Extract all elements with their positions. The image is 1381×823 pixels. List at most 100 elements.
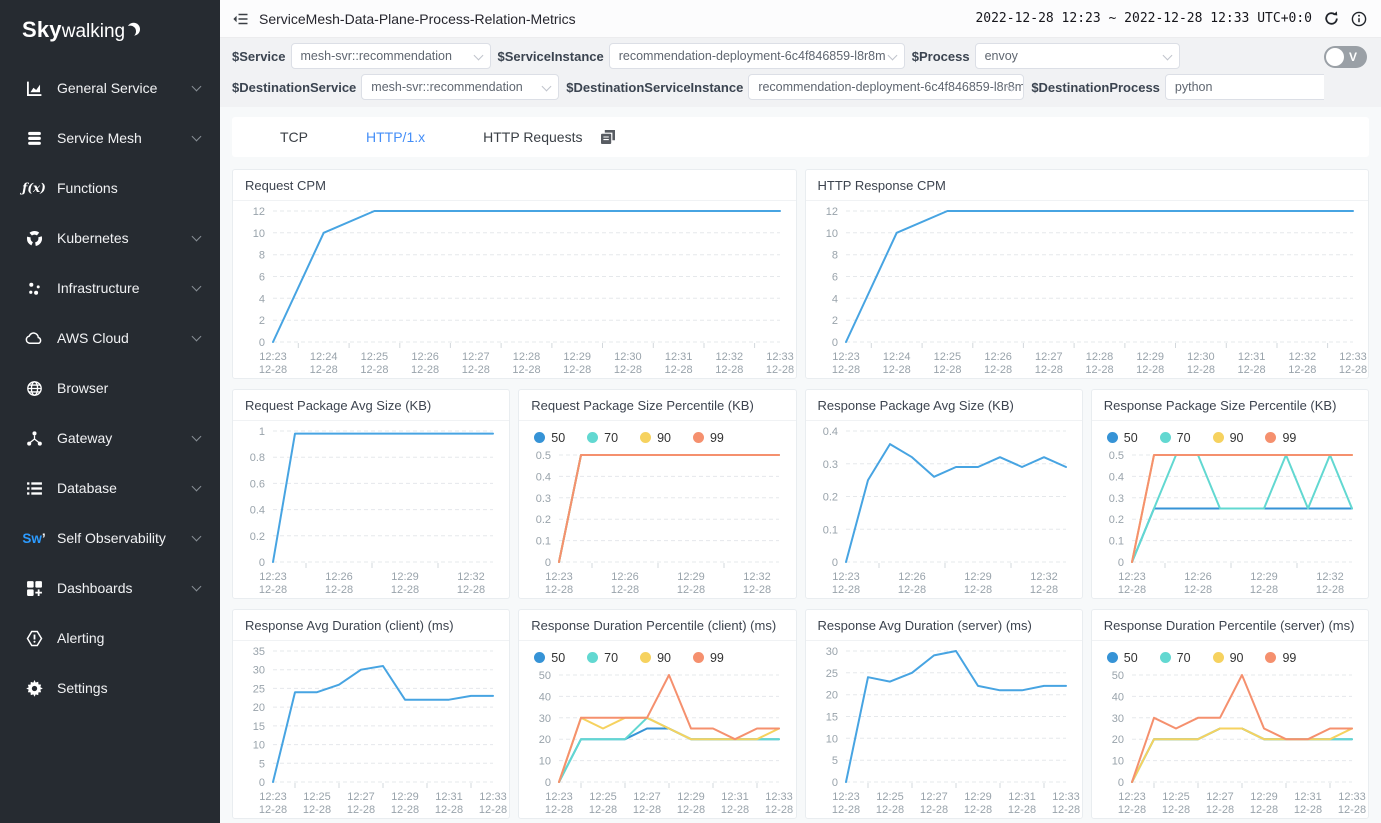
- legend-item-70[interactable]: 70: [1159, 431, 1191, 445]
- chart-plot-request-package-avg-size-kb[interactable]: 0 0.2 0.4 0.6 0.8 1 12:23 12-28 12:26 12-28 12:29 1…: [233, 421, 509, 598]
- tab-tcp[interactable]: TCP: [280, 129, 308, 145]
- chart-title: Response Avg Duration (client) (ms): [233, 610, 510, 641]
- chart-card-response-avg-duration-server-ms: Response Avg Duration (server) (ms) 0 5 10 1…: [804, 609, 1083, 819]
- svg-text:0: 0: [259, 557, 265, 569]
- chart-plot-response-avg-duration-server-ms[interactable]: 0 5 10 15 20 25 30 12:23 12-28 12:25 12-28 12:27 12-…: [806, 641, 1082, 818]
- svg-text:12-28: 12-28: [721, 804, 749, 816]
- chart-plot-response-duration-percentile-client-ms[interactable]: 0 10 20 30 40 50 12:23 12-28 12:25 12-28 12:27 12-2…: [519, 665, 795, 818]
- dots-icon: [24, 278, 44, 298]
- chevron-down-icon: [191, 281, 202, 291]
- sidebar-item-dashboards[interactable]: Dashboards: [0, 563, 220, 613]
- filter-service: $Service mesh-svr::recommendation: [232, 43, 491, 69]
- svg-text:0.1: 0.1: [1108, 536, 1123, 548]
- sidebar-item-alerting[interactable]: Alerting: [0, 613, 220, 663]
- time-range-picker[interactable]: 2022-12-28 12:23 ~ 2022-12-28 12:33 UTC+…: [975, 11, 1312, 26]
- legend-item-70[interactable]: 70: [1159, 651, 1191, 665]
- legend-dot: [692, 652, 704, 663]
- chart-title: Response Package Avg Size (KB): [805, 390, 1082, 421]
- sidebar-item-label: Infrastructure: [57, 280, 140, 296]
- svg-text:12-28: 12-28: [897, 584, 925, 596]
- sidebar-item-database[interactable]: Database: [0, 463, 220, 513]
- refresh-icon[interactable]: [1323, 10, 1340, 27]
- chart-card-http-response-cpm: HTTP Response CPM 0 2 4 6 8 10 12 12:23 12-28 12:2…: [804, 169, 1369, 379]
- svg-text:12:31: 12:31: [1008, 791, 1036, 803]
- chart-plot-request-cpm[interactable]: 0 2 4 6 8 10 12 12:23 12-28 12:24 12-28 12:25 12-28 1…: [233, 201, 796, 378]
- legend-item-90[interactable]: 90: [1212, 431, 1243, 445]
- sidebar-item-settings[interactable]: Settings: [0, 663, 220, 713]
- sidebar-item-browser[interactable]: Browser: [0, 363, 220, 413]
- legend-item-90[interactable]: 90: [640, 431, 671, 445]
- svg-text:12-28: 12-28: [919, 804, 947, 816]
- legend-item-99[interactable]: 99: [692, 431, 724, 445]
- collapse-sidebar-icon[interactable]: [232, 11, 248, 27]
- svg-text:12:29: 12:29: [391, 571, 419, 583]
- filter-destination-process-label: $DestinationProcess: [1031, 79, 1160, 95]
- sidebar-item-label: Self Observability: [57, 530, 166, 546]
- svg-text:12-28: 12-28: [259, 584, 287, 596]
- chart-plot-response-package-size-percentile-kb[interactable]: 0 0.1 0.2 0.3 0.4 0.5 12:23 12-28 12:26 12-28 12:2…: [1092, 445, 1368, 598]
- svg-text:12:29: 12:29: [1250, 791, 1278, 803]
- filter-service-select[interactable]: mesh-svr::recommendation: [290, 43, 491, 69]
- filter-process-label: $Process: [911, 48, 970, 64]
- legend-item-99[interactable]: 99: [1265, 431, 1296, 445]
- legend-item-50[interactable]: 50: [534, 651, 565, 665]
- svg-text:12:32: 12:32: [457, 571, 485, 583]
- svg-text:12-28: 12-28: [259, 804, 287, 816]
- filter-service-instance: $ServiceInstance recommendation-deploymen…: [498, 43, 905, 69]
- svg-text:25: 25: [253, 683, 265, 695]
- legend-item-90[interactable]: 90: [1212, 651, 1243, 665]
- svg-text:0: 0: [545, 557, 551, 569]
- svg-text:20: 20: [825, 690, 837, 702]
- chart-plot-response-package-avg-size-kb[interactable]: 0 0.1 0.2 0.3 0.4 12:23 12-28 12:26 12-28 12:29 12…: [806, 421, 1082, 598]
- legend-item-50[interactable]: 50: [1106, 431, 1138, 445]
- sidebar-item-general-service[interactable]: General Service: [0, 63, 220, 113]
- chart-plot-http-response-cpm[interactable]: 0 2 4 6 8 10 12 12:23 12-28 12:24 12-28 12:25 12-28 1…: [806, 201, 1369, 378]
- filter-destination-service-instance-select[interactable]: recommendation-deployment-6c4f846859-l8r…: [748, 74, 1025, 100]
- charts-grid: Request CPM 0 2 4 6 8 10 12 12:23 12-28 12:24 12-28…: [232, 169, 1369, 819]
- legend-item-99[interactable]: 99: [692, 651, 724, 665]
- info-icon[interactable]: [1351, 11, 1367, 27]
- copy-icon[interactable]: [600, 129, 616, 145]
- chevron-down-icon: [191, 331, 202, 341]
- svg-text:12:32: 12:32: [1030, 571, 1058, 583]
- sidebar-item-gateway[interactable]: Gateway: [0, 413, 220, 463]
- chart-card-response-avg-duration-client-ms: Response Avg Duration (client) (ms) 0 5 10 1…: [232, 609, 511, 819]
- sidebar-item-functions[interactable]: ƒ(x) Functions: [0, 163, 220, 213]
- filter-destination-service-select[interactable]: mesh-svr::recommendation: [361, 74, 560, 100]
- view-mode-toggle[interactable]: V: [1324, 46, 1367, 68]
- legend-dot: [587, 432, 599, 443]
- logo[interactable]: Sky walking: [0, 0, 220, 51]
- svg-text:12:31: 12:31: [435, 791, 463, 803]
- legend-item-50[interactable]: 50: [1106, 651, 1138, 665]
- legend-item-99[interactable]: 99: [1265, 651, 1296, 665]
- legend-item-90[interactable]: 90: [640, 651, 671, 665]
- chart-plot-response-avg-duration-client-ms[interactable]: 0 5 10 15 20 25 30 35 12:23 12-28 12:25 12-28 12:27 1…: [233, 641, 509, 818]
- legend-item-50[interactable]: 50: [534, 431, 565, 445]
- chevron-down-icon: [473, 50, 483, 61]
- function-icon: ƒ(x): [22, 181, 46, 195]
- svg-text:12:23: 12:23: [545, 571, 573, 583]
- sidebar: Sky walking General Service Service Mesh ƒ(…: [0, 0, 220, 823]
- chevron-down-icon: [191, 581, 202, 591]
- svg-text:12-28: 12-28: [545, 584, 573, 596]
- svg-text:35: 35: [253, 646, 265, 658]
- svg-text:12:33: 12:33: [1339, 351, 1367, 363]
- chart-plot-response-duration-percentile-server-ms[interactable]: 0 10 20 30 40 50 12:23 12-28 12:25 12-28 12:27 12-2…: [1092, 665, 1368, 818]
- sidebar-item-infrastructure[interactable]: Infrastructure: [0, 263, 220, 313]
- filter-service-instance-select[interactable]: recommendation-deployment-6c4f846859-l8r…: [608, 43, 905, 69]
- svg-text:12:29: 12:29: [1250, 571, 1278, 583]
- svg-text:12:29: 12:29: [964, 791, 992, 803]
- chart-plot-request-package-size-percentile-kb[interactable]: 0 0.1 0.2 0.3 0.4 0.5 12:23 12-28 12:26 12-28 12:2…: [519, 445, 795, 598]
- filter-process-select[interactable]: envoy: [974, 43, 1180, 69]
- legend-item-70[interactable]: 70: [587, 431, 618, 445]
- sidebar-item-self-observability[interactable]: Sw’ Self Observability: [0, 513, 220, 563]
- tab-http-1-x[interactable]: HTTP/1.x: [366, 129, 426, 145]
- filter-destination-process-select[interactable]: python: [1164, 74, 1324, 100]
- legend-item-70[interactable]: 70: [587, 651, 618, 665]
- sidebar-item-aws-cloud[interactable]: AWS Cloud: [0, 313, 220, 363]
- svg-text:12:26: 12:26: [1184, 571, 1212, 583]
- sidebar-item-kubernetes[interactable]: Kubernetes: [0, 213, 220, 263]
- svg-text:50: 50: [1112, 670, 1124, 682]
- sidebar-item-service-mesh[interactable]: Service Mesh: [0, 113, 220, 163]
- tab-http-requests[interactable]: HTTP Requests: [483, 129, 583, 145]
